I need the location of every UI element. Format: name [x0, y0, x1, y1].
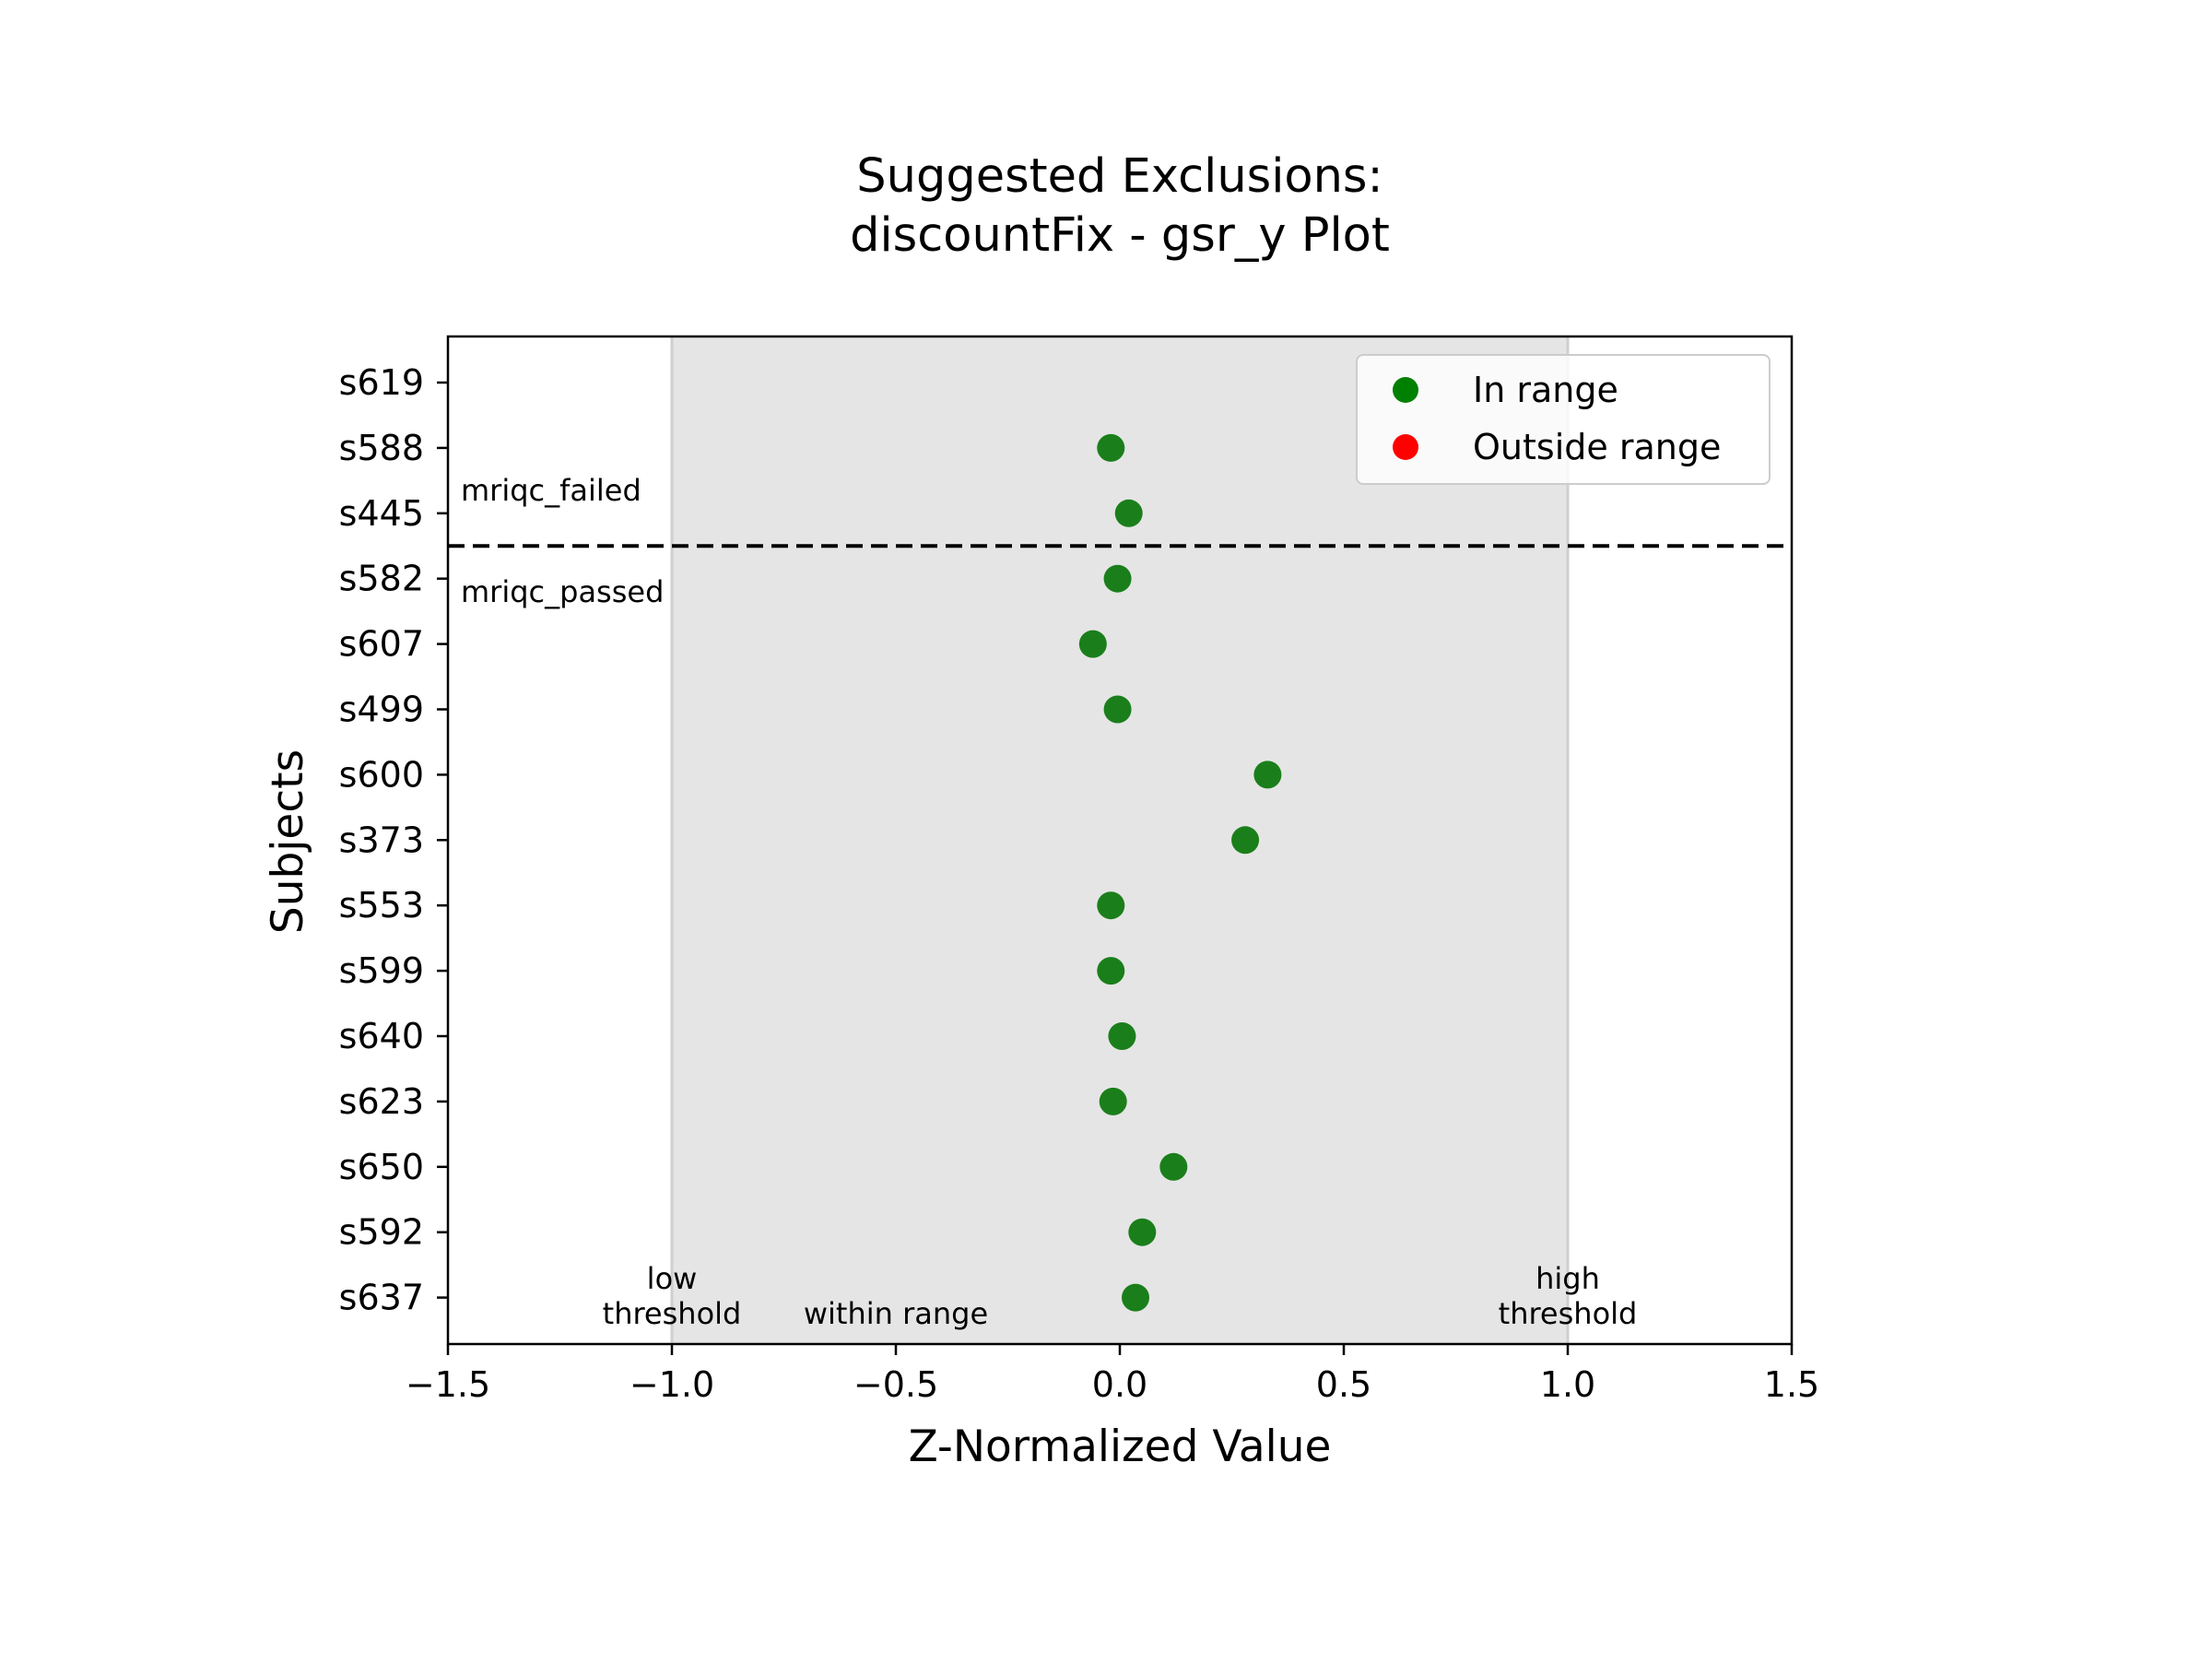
annotation-low-threshold: low threshold — [603, 1261, 742, 1331]
annotation-high-threshold: high threshold — [1499, 1261, 1638, 1331]
legend: In range Outside range — [1356, 354, 1771, 485]
y-tick-label: s640 — [339, 1016, 424, 1056]
x-tick-label: −0.5 — [853, 1364, 938, 1405]
data-point — [1097, 433, 1125, 462]
y-tick-label: s499 — [339, 690, 424, 730]
data-point — [1103, 695, 1132, 724]
x-tick-label: 1.5 — [1764, 1364, 1819, 1405]
legend-label: Outside range — [1473, 427, 1721, 467]
within-range-region — [672, 336, 1568, 1344]
y-tick-label: s445 — [339, 493, 424, 534]
y-tick-label: s607 — [339, 624, 424, 665]
y-axis-label: Subjects — [263, 749, 313, 934]
data-point — [1114, 499, 1143, 527]
annotation-line: low — [647, 1261, 698, 1296]
legend-frame — [1356, 354, 1771, 485]
x-tick-label: 0.0 — [1092, 1364, 1147, 1405]
annotation-line: threshold — [603, 1296, 742, 1331]
x-tick-label: −1.5 — [406, 1364, 490, 1405]
y-tick-label: s592 — [339, 1212, 424, 1253]
annotation-mriqc-failed: mriqc_failed — [461, 473, 641, 508]
data-point — [1078, 630, 1107, 658]
chart-title-line-2: discountFix - gsr_y Plot — [850, 208, 1390, 263]
y-tick-label: s582 — [339, 559, 424, 599]
y-tick-label: s553 — [339, 885, 424, 926]
annotation-line: threshold — [1499, 1296, 1638, 1331]
data-point — [1108, 1022, 1136, 1050]
y-tick-label: s637 — [339, 1278, 424, 1318]
data-point — [1159, 1152, 1188, 1181]
data-point — [1103, 564, 1132, 593]
data-point — [1097, 957, 1125, 985]
data-point — [1099, 1087, 1127, 1115]
data-point — [1128, 1218, 1157, 1246]
data-point — [1231, 826, 1260, 855]
x-tick-label: 1.0 — [1540, 1364, 1595, 1405]
legend-marker — [1393, 377, 1418, 403]
legend-marker — [1393, 434, 1418, 460]
chart-title-line-1: Suggested Exclusions: — [856, 149, 1382, 204]
y-tick-label: s588 — [339, 428, 424, 468]
x-tick-label: −1.0 — [629, 1364, 714, 1405]
y-tick-label: s599 — [339, 950, 424, 991]
data-point — [1253, 761, 1282, 789]
annotation-line: high — [1535, 1261, 1600, 1296]
legend-label: In range — [1473, 370, 1618, 410]
y-tick-label: s623 — [339, 1081, 424, 1122]
annotation-mriqc-passed: mriqc_passed — [461, 574, 664, 609]
data-point — [1097, 891, 1125, 920]
y-tick-label: s619 — [339, 362, 424, 403]
annotation-within-range: within range — [804, 1296, 988, 1331]
y-tick-label: s600 — [339, 754, 424, 795]
y-tick-label: s373 — [339, 820, 424, 860]
x-axis-label: Z-Normalized Value — [909, 1421, 1332, 1472]
y-tick-label: s650 — [339, 1147, 424, 1187]
x-tick-label: 0.5 — [1316, 1364, 1371, 1405]
data-point — [1122, 1283, 1150, 1312]
